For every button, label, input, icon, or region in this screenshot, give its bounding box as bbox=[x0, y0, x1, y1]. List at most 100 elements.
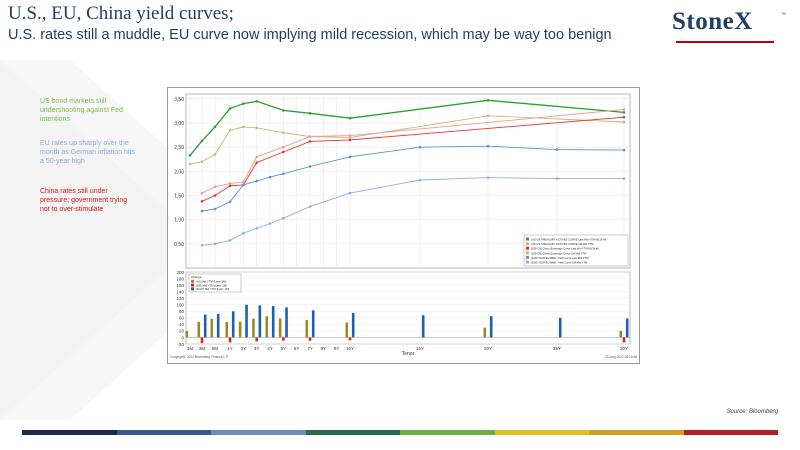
bar-1 bbox=[308, 337, 312, 341]
tenor-tick-label: 4Y bbox=[267, 346, 273, 351]
bar-2 bbox=[285, 307, 288, 338]
bar-1 bbox=[228, 337, 232, 343]
line-y-tick-label: 1,00 bbox=[174, 218, 184, 224]
bar-y-tick-label: 0 bbox=[181, 335, 184, 340]
bar-y-tick-label: 40 bbox=[179, 322, 185, 327]
legend-swatch-0 bbox=[526, 237, 529, 241]
note-china: China rates still under pressure; govern… bbox=[40, 188, 128, 213]
bar-0 bbox=[305, 320, 309, 338]
bar-legend-label-1: (299 Mid YTM (Last- 1M) bbox=[196, 283, 227, 287]
legend-swatch-5 bbox=[526, 260, 529, 264]
series-point-5 bbox=[213, 242, 217, 246]
bar-1 bbox=[200, 337, 204, 344]
bar-2 bbox=[245, 304, 248, 338]
bar-legend-swatch-0 bbox=[191, 279, 194, 283]
bar-0 bbox=[252, 318, 255, 338]
bar-y-tick-label: 20 bbox=[179, 329, 185, 334]
bar-y-tick-label: 60 bbox=[179, 316, 185, 321]
bar-legend-label-2: (EU07 Mid YTM (Last- 1M) bbox=[196, 287, 229, 291]
bar-1 bbox=[282, 337, 285, 341]
footer-segment-5 bbox=[494, 430, 589, 435]
tenor-tick-label: 5Y bbox=[281, 346, 287, 351]
series-point-2 bbox=[622, 115, 626, 119]
bar-legend: Change(US Mid YTM (Last- 1M)(299 Mid YTM… bbox=[188, 273, 242, 293]
legend-swatch-3 bbox=[526, 251, 529, 255]
tenor-tick-label: 10Y bbox=[346, 346, 354, 351]
series-point-5 bbox=[622, 177, 626, 180]
series-point-3 bbox=[213, 185, 217, 189]
series-point-0 bbox=[228, 107, 232, 110]
legend-swatch-1 bbox=[526, 242, 529, 246]
stonex-logo: StoneX ™ bbox=[672, 8, 786, 48]
series-point-3 bbox=[308, 135, 312, 138]
bar-2 bbox=[311, 310, 315, 338]
footer-segment-3 bbox=[305, 430, 400, 435]
bar-y-tick-label: 160 bbox=[176, 283, 184, 288]
line-y-tick-label: 3,50 bbox=[174, 97, 184, 103]
footer-segment-7 bbox=[683, 430, 778, 435]
bar-1 bbox=[348, 337, 352, 341]
logo-underline bbox=[676, 41, 774, 43]
bar-legend-box bbox=[188, 273, 242, 293]
tenor-tick-label: 30Y bbox=[620, 346, 628, 351]
chart-copyright: Copyright© 2022 Bloomberg Finance L.P. bbox=[170, 355, 229, 359]
bar-legend-label-0: (US Mid YTM (Last- 1M) bbox=[196, 280, 226, 284]
series-point-2 bbox=[200, 200, 204, 203]
bar-2 bbox=[258, 305, 262, 338]
series-point-3 bbox=[282, 145, 285, 149]
bar-y-tick-label: 100 bbox=[176, 303, 184, 308]
series-point-4 bbox=[242, 183, 245, 187]
series-point-4 bbox=[200, 209, 204, 213]
tenor-tick-label: 20Y bbox=[484, 346, 492, 351]
series-point-4 bbox=[308, 165, 312, 168]
chart-timestamp: 21-Aug-2022 08:19:46 bbox=[605, 355, 637, 359]
series-point-2 bbox=[308, 140, 312, 143]
series-point-5 bbox=[418, 178, 422, 182]
series-point-0 bbox=[213, 125, 217, 129]
series-point-4 bbox=[418, 145, 422, 149]
yield-curve-chart-panel: 0,50 1,00 1,50 2,00 2,50 3,00 3,50 (US US TREAS… bbox=[167, 87, 640, 364]
series-point-5 bbox=[555, 177, 559, 180]
series-point-5 bbox=[255, 227, 258, 230]
bar-2 bbox=[558, 317, 562, 338]
note-us: US bond markets still undershooting agai… bbox=[40, 98, 123, 123]
logo-wordmark: StoneX bbox=[672, 8, 753, 35]
tenor-tick-label: 7Y bbox=[307, 346, 313, 351]
footer-segment-6 bbox=[589, 430, 684, 435]
series-point-1 bbox=[200, 160, 204, 163]
series-point-2 bbox=[348, 138, 352, 142]
footer-segment-1 bbox=[116, 430, 211, 435]
bar-2 bbox=[625, 318, 629, 338]
source-note: Source: Bloomberg bbox=[726, 409, 778, 415]
series-point-3 bbox=[228, 182, 232, 185]
series-point-0 bbox=[622, 111, 626, 114]
series-point-4 bbox=[255, 179, 258, 183]
series-point-1 bbox=[242, 125, 245, 129]
series-point-0 bbox=[348, 116, 352, 120]
note-eu: EU rates up sharply over the month as Ge… bbox=[40, 140, 135, 165]
line-legend-box bbox=[523, 234, 629, 267]
bar-y-tick-label: 120 bbox=[176, 296, 184, 301]
series-point-5 bbox=[242, 231, 245, 235]
tenor-tick-label: 1M bbox=[187, 346, 194, 351]
footer-segment-4 bbox=[400, 430, 495, 435]
series-point-4 bbox=[555, 148, 559, 151]
bar-1 bbox=[622, 337, 626, 343]
series-point-4 bbox=[268, 175, 272, 179]
series-point-1 bbox=[348, 136, 352, 139]
bar-0 bbox=[185, 330, 189, 338]
series-point-3 bbox=[348, 134, 352, 137]
series-point-3 bbox=[242, 180, 245, 184]
line-y-tick-label: 2,50 bbox=[174, 145, 184, 151]
bar-y-tick-label: 80 bbox=[179, 309, 185, 314]
bar-2 bbox=[231, 311, 235, 338]
series-point-1 bbox=[228, 128, 232, 132]
bar-legend-title: Change bbox=[191, 275, 202, 279]
legend-label-2: (299 CN) China Sovereign Curve Last Mid … bbox=[531, 247, 599, 251]
legend-swatch-4 bbox=[526, 255, 529, 259]
series-point-4 bbox=[486, 144, 490, 148]
logo-trademark: ™ bbox=[781, 12, 786, 18]
series-point-4 bbox=[213, 207, 217, 211]
series-point-1 bbox=[213, 153, 217, 156]
series-point-5 bbox=[348, 191, 352, 195]
